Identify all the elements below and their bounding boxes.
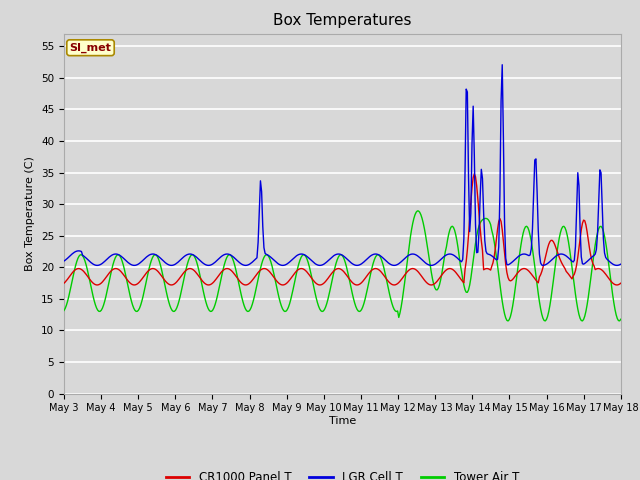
X-axis label: Time: Time xyxy=(329,416,356,426)
Title: Box Temperatures: Box Temperatures xyxy=(273,13,412,28)
Text: SI_met: SI_met xyxy=(70,43,111,53)
Legend: CR1000 Panel T, LGR Cell T, Tower Air T: CR1000 Panel T, LGR Cell T, Tower Air T xyxy=(161,466,524,480)
Y-axis label: Box Temperature (C): Box Temperature (C) xyxy=(26,156,35,271)
